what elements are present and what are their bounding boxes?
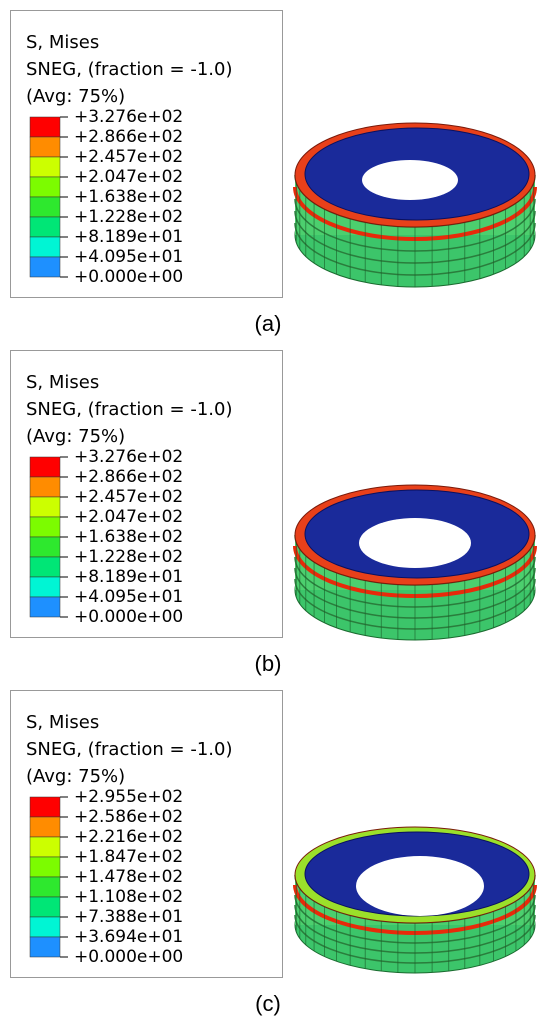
caption: (c) xyxy=(255,991,281,1016)
legend-label: +2.457e+02 xyxy=(74,487,183,507)
legend-swatch xyxy=(30,597,60,617)
legend-swatch xyxy=(30,837,60,857)
legend-title: S, Mises xyxy=(26,372,99,393)
legend-label: +2.457e+02 xyxy=(74,147,183,167)
legend-label: +2.955e+02 xyxy=(74,787,183,807)
legend-label: +4.095e+01 xyxy=(74,587,183,607)
legend-label: +3.276e+02 xyxy=(74,107,183,127)
legend-label: +1.228e+02 xyxy=(74,207,183,227)
legend-title: (Avg: 75%) xyxy=(26,766,125,787)
legend-swatch xyxy=(30,937,60,957)
legend-label: +1.228e+02 xyxy=(74,547,183,567)
legend-title: SNEG, (fraction = -1.0) xyxy=(26,739,233,760)
legend-swatch xyxy=(30,797,60,817)
legend-swatch xyxy=(30,257,60,277)
legend-swatch xyxy=(30,137,60,157)
legend-label: +1.638e+02 xyxy=(74,527,183,547)
panel: S, Mises SNEG, (fraction = -1.0) (Avg: 75%… xyxy=(11,11,536,336)
legend-swatch xyxy=(30,177,60,197)
legend-swatch xyxy=(30,497,60,517)
legend-label: +1.108e+02 xyxy=(74,887,183,907)
legend-swatch xyxy=(30,197,60,217)
legend-label: +0.000e+00 xyxy=(74,947,183,967)
legend-title: SNEG, (fraction = -1.0) xyxy=(26,399,233,420)
legend-label: +8.189e+01 xyxy=(74,567,183,587)
legend-title: (Avg: 75%) xyxy=(26,426,125,447)
figure: S, Mises SNEG, (fraction = -1.0) (Avg: 75%… xyxy=(0,0,537,1023)
legend-swatch xyxy=(30,117,60,137)
legend-swatch xyxy=(30,477,60,497)
legend-label: +1.478e+02 xyxy=(74,867,183,887)
legend-swatch xyxy=(30,817,60,837)
legend-label: +2.586e+02 xyxy=(74,807,183,827)
legend-title: (Avg: 75%) xyxy=(26,86,125,107)
legend-label: +1.847e+02 xyxy=(74,847,183,867)
legend-title: SNEG, (fraction = -1.0) xyxy=(26,59,233,80)
legend-title: S, Mises xyxy=(26,712,99,733)
panel: S, Mises SNEG, (fraction = -1.0) (Avg: 75%… xyxy=(11,691,536,1016)
legend-label: +3.276e+02 xyxy=(74,447,183,467)
legend-label: +2.866e+02 xyxy=(74,127,183,147)
caption: (a) xyxy=(255,311,282,336)
legend-label: +4.095e+01 xyxy=(74,247,183,267)
legend-label: +1.638e+02 xyxy=(74,187,183,207)
legend-swatch xyxy=(30,157,60,177)
ring-hole xyxy=(359,518,471,568)
ring-hole xyxy=(362,160,458,200)
legend-swatch xyxy=(30,917,60,937)
legend-swatch xyxy=(30,537,60,557)
legend-swatch xyxy=(30,577,60,597)
legend-label: +0.000e+00 xyxy=(74,607,183,627)
legend-swatch xyxy=(30,237,60,257)
legend-swatch xyxy=(30,217,60,237)
legend-swatch xyxy=(30,457,60,477)
legend-swatch xyxy=(30,857,60,877)
legend-swatch xyxy=(30,557,60,577)
legend-swatch xyxy=(30,897,60,917)
ring-hole xyxy=(356,856,484,916)
legend-label: +2.216e+02 xyxy=(74,827,183,847)
legend-label: +2.866e+02 xyxy=(74,467,183,487)
legend-label: +3.694e+01 xyxy=(74,927,183,947)
legend-title: S, Mises xyxy=(26,32,99,53)
legend-label: +0.000e+00 xyxy=(74,267,183,287)
legend-label: +2.047e+02 xyxy=(74,507,183,527)
panel: S, Mises SNEG, (fraction = -1.0) (Avg: 75%… xyxy=(11,351,536,676)
legend-label: +2.047e+02 xyxy=(74,167,183,187)
legend-swatch xyxy=(30,877,60,897)
legend-label: +7.388e+01 xyxy=(74,907,183,927)
caption: (b) xyxy=(255,651,282,676)
legend-label: +8.189e+01 xyxy=(74,227,183,247)
legend-swatch xyxy=(30,517,60,537)
